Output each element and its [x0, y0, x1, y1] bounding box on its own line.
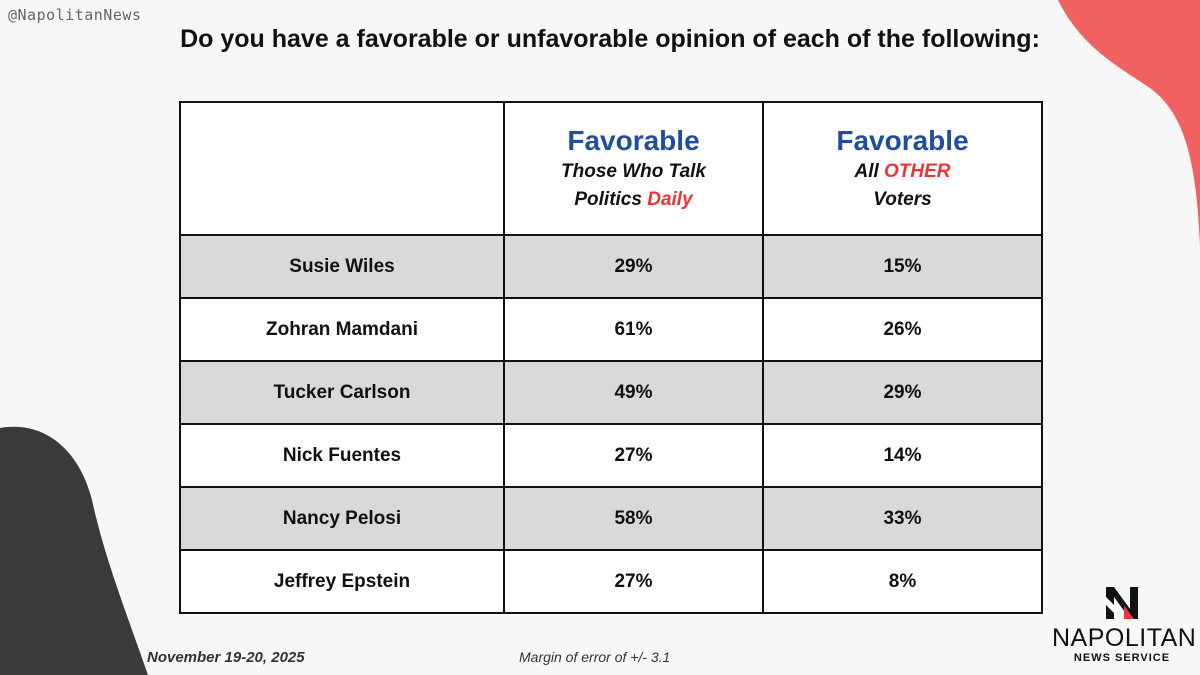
row-daily-value: 27%	[503, 549, 764, 614]
row-other-value: 14%	[762, 423, 1043, 488]
header-daily-main: Favorable	[567, 124, 700, 156]
header-other-accent: OTHER	[884, 160, 951, 182]
logo-wordmark: NAPOLITAN	[1052, 624, 1197, 652]
row-name: Zohran Mamdani	[179, 297, 505, 362]
table-row: Jeffrey Epstein 27% 8%	[179, 549, 1043, 614]
header-daily-talkers: Favorable Those Who Talk Politics Daily	[503, 101, 764, 236]
header-blank-cell	[179, 101, 505, 236]
row-other-value: 29%	[762, 360, 1043, 425]
row-name: Susie Wiles	[179, 234, 505, 299]
margin-of-error: Margin of error of +/- 3.1	[519, 649, 671, 665]
header-other-main: Favorable	[836, 124, 969, 156]
row-name: Nick Fuentes	[179, 423, 505, 488]
row-other-value: 8%	[762, 549, 1043, 614]
header-other-sub1: All OTHER	[764, 158, 1041, 186]
survey-date: November 19-20, 2025	[147, 649, 305, 666]
logo-subtitle: NEWS SERVICE	[1073, 652, 1171, 664]
row-name: Nancy Pelosi	[179, 486, 505, 551]
row-daily-value: 61%	[503, 297, 764, 362]
header-other-voters: Favorable All OTHER Voters	[762, 101, 1043, 236]
header-daily-sub2: Politics Daily	[505, 186, 762, 214]
row-other-value: 15%	[762, 234, 1043, 299]
header-daily-accent: Daily	[647, 188, 693, 210]
row-name: Tucker Carlson	[179, 360, 505, 425]
header-daily-sub2-prefix: Politics	[574, 188, 648, 210]
row-daily-value: 29%	[503, 234, 764, 299]
napolitan-logo: NAPOLITAN NEWS SERVICE	[1052, 583, 1197, 665]
row-daily-value: 49%	[503, 360, 764, 425]
table-header-row: Favorable Those Who Talk Politics Daily …	[179, 101, 1043, 236]
table-row: Tucker Carlson 49% 29%	[179, 360, 1043, 425]
row-name: Jeffrey Epstein	[179, 549, 505, 614]
row-daily-value: 27%	[503, 423, 764, 488]
row-other-value: 33%	[762, 486, 1043, 551]
dark-blob-shape	[0, 426, 148, 675]
header-other-sub2: Voters	[873, 188, 932, 210]
header-daily-sub1: Those Who Talk	[561, 160, 706, 182]
row-daily-value: 58%	[503, 486, 764, 551]
coral-blob-shape	[1058, 0, 1200, 246]
header-other-sub1-prefix: All	[854, 160, 885, 182]
napolitan-n-logo-icon	[1106, 587, 1138, 619]
table-row: Susie Wiles 29% 15%	[179, 234, 1043, 299]
table-row: Zohran Mamdani 61% 26%	[179, 297, 1043, 362]
favorability-table: Favorable Those Who Talk Politics Daily …	[179, 101, 1043, 614]
chart-title: Do you have a favorable or unfavorable o…	[180, 25, 1040, 53]
row-other-value: 26%	[762, 297, 1043, 362]
table-row: Nancy Pelosi 58% 33%	[179, 486, 1043, 551]
table-row: Nick Fuentes 27% 14%	[179, 423, 1043, 488]
twitter-handle: @NapolitanNews	[8, 6, 142, 24]
